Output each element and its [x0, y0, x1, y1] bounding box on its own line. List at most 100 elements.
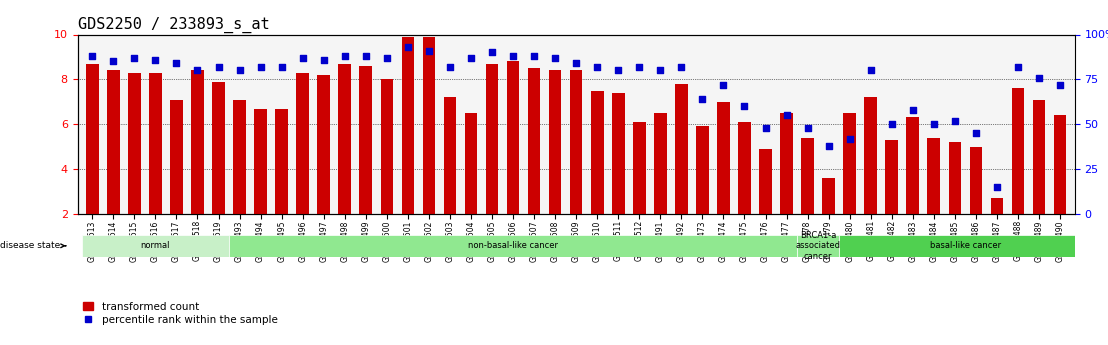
Point: [546, 55, 564, 61]
FancyBboxPatch shape: [229, 235, 797, 257]
Bar: [801, 138, 814, 214]
Bar: [527, 68, 541, 214]
FancyBboxPatch shape: [797, 235, 839, 257]
Bar: [843, 113, 856, 214]
Point: [357, 53, 375, 59]
Bar: [275, 108, 288, 214]
Bar: [991, 198, 1003, 214]
Point: [483, 50, 501, 55]
Bar: [654, 113, 667, 214]
Point: [462, 55, 480, 61]
Bar: [296, 72, 309, 214]
Point: [125, 55, 143, 61]
Point: [1030, 75, 1048, 80]
Point: [294, 55, 311, 61]
Bar: [359, 66, 372, 214]
Point: [252, 64, 269, 70]
Bar: [906, 117, 919, 214]
Point: [504, 53, 522, 59]
Bar: [1054, 115, 1066, 214]
Bar: [633, 122, 646, 214]
Bar: [380, 79, 393, 214]
Bar: [317, 75, 330, 214]
Bar: [822, 178, 835, 214]
Point: [694, 96, 711, 102]
Point: [757, 125, 774, 130]
Text: disease state: disease state: [0, 241, 65, 250]
Point: [167, 60, 185, 66]
Point: [673, 64, 690, 70]
Bar: [864, 97, 878, 214]
Bar: [885, 140, 899, 214]
Bar: [464, 113, 478, 214]
Text: normal: normal: [141, 241, 171, 250]
Point: [146, 57, 164, 62]
Bar: [506, 61, 520, 214]
Bar: [234, 100, 246, 214]
Bar: [150, 72, 162, 214]
Point: [378, 55, 396, 61]
Bar: [192, 70, 204, 214]
Text: non-basal-like cancer: non-basal-like cancer: [468, 241, 558, 250]
Point: [273, 64, 290, 70]
Point: [441, 64, 459, 70]
Bar: [401, 37, 414, 214]
Bar: [443, 97, 456, 214]
Point: [399, 44, 417, 50]
Point: [188, 68, 206, 73]
Point: [230, 68, 248, 73]
Point: [420, 48, 438, 53]
Bar: [422, 37, 435, 214]
Bar: [107, 70, 120, 214]
Point: [904, 107, 922, 112]
Bar: [948, 142, 961, 214]
Bar: [1012, 88, 1024, 214]
Bar: [254, 108, 267, 214]
Point: [1009, 64, 1027, 70]
Bar: [927, 138, 940, 214]
Point: [83, 53, 101, 59]
Point: [946, 118, 964, 124]
Point: [104, 59, 122, 64]
Point: [630, 64, 648, 70]
Text: GDS2250 / 233893_s_at: GDS2250 / 233893_s_at: [78, 17, 269, 33]
Point: [567, 60, 585, 66]
Point: [925, 121, 943, 127]
Bar: [485, 64, 499, 214]
Point: [209, 64, 227, 70]
Bar: [86, 64, 99, 214]
Text: basal-like cancer: basal-like cancer: [930, 241, 1001, 250]
Point: [967, 130, 985, 136]
Point: [315, 57, 332, 62]
Point: [841, 136, 859, 141]
Point: [883, 121, 901, 127]
Bar: [696, 126, 709, 214]
Point: [336, 53, 353, 59]
Point: [715, 82, 732, 88]
Point: [799, 125, 817, 130]
Bar: [675, 84, 688, 214]
Point: [525, 53, 543, 59]
Bar: [338, 64, 351, 214]
Bar: [171, 100, 183, 214]
Bar: [570, 70, 583, 214]
FancyBboxPatch shape: [839, 235, 1091, 257]
Point: [652, 68, 669, 73]
Bar: [717, 102, 730, 214]
Bar: [738, 122, 751, 214]
Bar: [780, 113, 793, 214]
Text: BRCA1-a
associated
cancer: BRCA1-a associated cancer: [796, 231, 841, 261]
Bar: [548, 70, 562, 214]
Bar: [612, 93, 625, 214]
Point: [736, 104, 753, 109]
Point: [588, 64, 606, 70]
Bar: [591, 90, 604, 214]
Point: [862, 68, 880, 73]
Legend: transformed count, percentile rank within the sample: transformed count, percentile rank withi…: [83, 302, 277, 325]
Bar: [1033, 100, 1045, 214]
Bar: [213, 81, 225, 214]
Point: [778, 112, 796, 118]
Point: [1051, 82, 1069, 88]
Bar: [129, 72, 141, 214]
Point: [820, 143, 838, 148]
